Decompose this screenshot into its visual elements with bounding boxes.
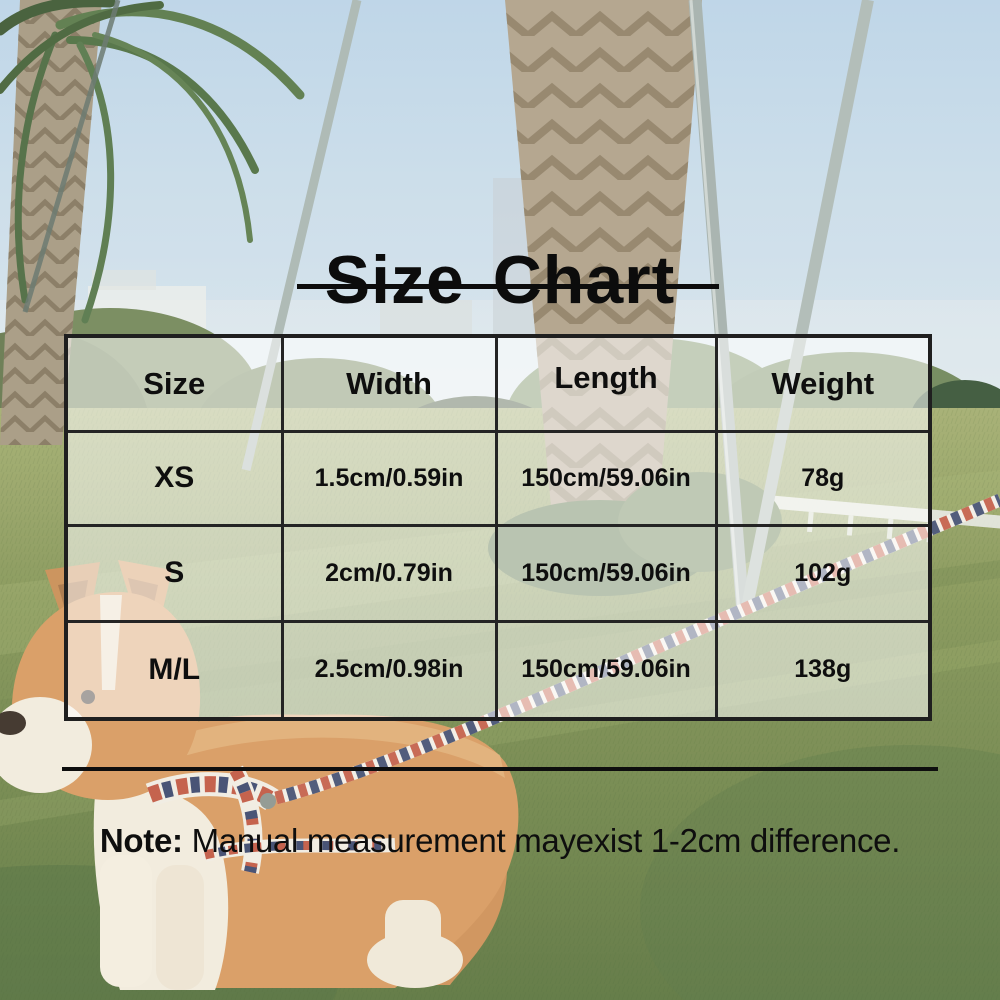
note-divider bbox=[62, 767, 938, 771]
table-row-s: S 2cm/0.79in 150cm/59.06in 102g bbox=[64, 523, 932, 623]
cell-weight: 102g bbox=[714, 523, 932, 623]
col-header-weight-label: Weight bbox=[771, 365, 875, 401]
note-label: Note: bbox=[99, 822, 183, 859]
col-header-width: Width bbox=[280, 334, 498, 433]
cell-weight: 78g bbox=[714, 429, 932, 527]
page-title: Size Chart bbox=[324, 241, 676, 318]
col-header-width-label: Width bbox=[346, 365, 432, 401]
cell-size: XS bbox=[64, 429, 284, 527]
cell-width: 2.5cm/0.98in bbox=[280, 619, 498, 721]
table-row-ml: M/L 2.5cm/0.98in 150cm/59.06in 138g bbox=[64, 619, 932, 721]
cell-width: 1.5cm/0.59in bbox=[280, 429, 498, 527]
col-header-length-label: Length bbox=[554, 359, 658, 395]
col-header-length: Length bbox=[494, 334, 718, 433]
col-header-weight: Weight bbox=[714, 334, 932, 433]
title-underline bbox=[297, 284, 719, 289]
cell-length: 150cm/59.06in bbox=[494, 619, 718, 721]
size-chart-table: Size Width Length Weight XS 1.5cm/0.59in… bbox=[64, 334, 932, 721]
note-text: Note: Manual measurement mayexist 1-2cm … bbox=[0, 821, 1000, 861]
col-header-size: Size bbox=[64, 334, 284, 433]
cell-length: 150cm/59.06in bbox=[494, 429, 718, 527]
col-header-size-label: Size bbox=[143, 365, 206, 401]
cell-size: M/L bbox=[64, 619, 284, 721]
header-row: Size Width Length Weight bbox=[64, 334, 932, 433]
table-row-xs: XS 1.5cm/0.59in 150cm/59.06in 78g bbox=[64, 429, 932, 527]
cell-size: S bbox=[64, 523, 284, 623]
cell-weight: 138g bbox=[714, 619, 932, 721]
note-body: Manual measurement mayexist 1-2cm differ… bbox=[182, 822, 901, 859]
cell-length: 150cm/59.06in bbox=[494, 523, 718, 623]
cell-width: 2cm/0.79in bbox=[280, 523, 498, 623]
checkered-harness bbox=[145, 765, 396, 874]
